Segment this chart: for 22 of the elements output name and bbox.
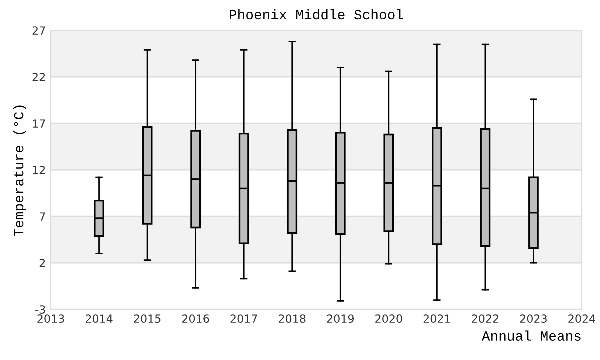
y-tick-label: 27 [32,26,46,35]
y-tick-label: -3 [36,306,46,314]
x-tick-label: 2014 [86,314,113,324]
x-tick-label: 2018 [279,314,306,324]
y-tick-label: 17 [33,120,46,128]
x-tick-label: 2021 [424,314,450,324]
x-tick-label: 2024 [568,314,596,324]
x-tick-label: 2017 [230,314,258,324]
x-axis-title: Annual Means [482,330,581,341]
y-axis-title: Temperature (°C) [13,106,26,236]
x-tick-label: 2013 [38,314,64,324]
chart-title: Phoenix Middle School [230,9,404,20]
x-tick-label: 2016 [182,314,210,324]
x-tick-label: 2019 [327,314,354,324]
x-tick-label: 2023 [520,314,547,324]
y-tick-label: 2 [40,259,46,268]
y-tick-label: 7 [40,212,46,221]
x-tick-label: 2022 [472,314,498,324]
x-tick-label: 2015 [134,314,161,324]
y-tick-label: 12 [33,166,46,174]
x-tick-label: 2020 [376,314,402,324]
y-tick-label: 22 [32,73,46,82]
